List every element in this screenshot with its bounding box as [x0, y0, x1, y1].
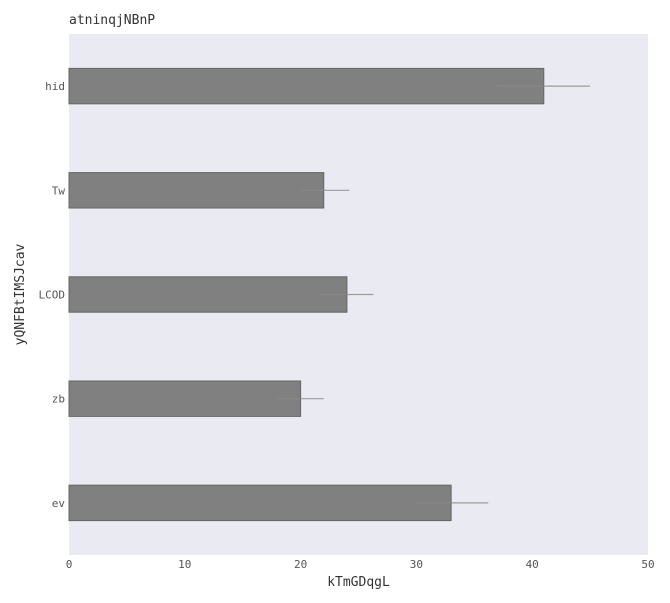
x-tick-label-0: 0: [66, 558, 73, 571]
y-tick-label-zb: zb: [52, 393, 65, 406]
bar-zb: [68, 380, 302, 417]
x-tick-label-20: 20: [294, 558, 307, 571]
x-tick-label-30: 30: [410, 558, 423, 571]
x-axis-label: kTmGDqgL: [327, 575, 390, 590]
x-tick-label-10: 10: [178, 558, 191, 571]
y-tick-label-hid: hid: [45, 80, 65, 93]
x-tick-label-50: 50: [641, 558, 654, 571]
y-tick-label-ev: ev: [52, 497, 66, 510]
chart-title: atninqjNBnP: [69, 13, 155, 28]
y-tick-label-tw: Tw: [52, 184, 66, 197]
x-tick-label-40: 40: [526, 558, 539, 571]
bar-tw: [68, 172, 325, 209]
y-tick-label-lcod: LCOD: [39, 289, 66, 302]
y-axis-label: yQNFBtIMSJcav: [13, 243, 28, 345]
bar-hid: [68, 67, 545, 105]
bar-lcod: [68, 276, 348, 313]
bar-ev: [68, 484, 452, 522]
